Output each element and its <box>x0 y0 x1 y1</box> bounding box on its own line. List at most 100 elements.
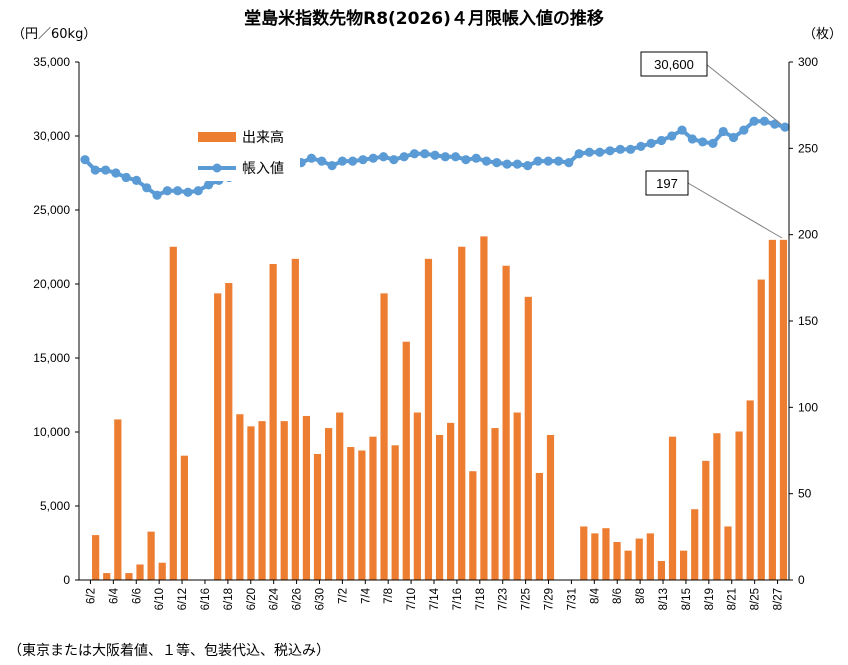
price-point <box>152 190 162 200</box>
price-point <box>543 156 553 166</box>
volume-bar <box>369 436 377 580</box>
price-point <box>409 149 420 159</box>
price-point <box>574 149 584 159</box>
x-tick-label: 8/21 <box>727 588 739 610</box>
legend-bar-swatch <box>198 132 236 142</box>
left-tick-label: 5,000 <box>40 499 70 513</box>
volume-bar <box>147 531 155 580</box>
x-tick-label: 6/26 <box>292 588 304 610</box>
x-tick-label: 7/14 <box>429 587 441 610</box>
volume-bar <box>602 528 610 580</box>
price-point <box>368 153 378 163</box>
volume-bar <box>424 258 433 580</box>
x-tick-label: 8/4 <box>589 587 601 604</box>
price-point <box>708 138 718 148</box>
x-tick-label: 7/31 <box>566 588 578 610</box>
volume-bar <box>291 258 299 580</box>
price-point <box>646 138 656 148</box>
price-point <box>770 119 780 129</box>
price-point <box>739 125 749 135</box>
volume-bar <box>180 455 188 580</box>
volume-bar <box>247 426 255 580</box>
callout-price-label: 30,600 <box>654 57 694 72</box>
callout-volume-leader <box>687 182 783 239</box>
volume-bar <box>524 296 532 580</box>
x-tick-label: 6/18 <box>223 588 235 610</box>
price-point <box>471 153 481 163</box>
price-point <box>183 187 193 197</box>
price-point <box>533 156 543 166</box>
x-tick-label: 8/8 <box>635 588 647 604</box>
volume-bar <box>236 414 244 580</box>
callout-volume: 197 <box>645 170 783 239</box>
volume-bar <box>336 412 344 580</box>
price-point <box>595 147 605 157</box>
volume-bar <box>735 431 743 580</box>
volume-bar <box>680 550 688 580</box>
left-axis-unit: （円／60kg） <box>12 27 96 42</box>
x-tick-label: 6/20 <box>246 588 258 610</box>
price-point <box>615 144 625 154</box>
price-point <box>698 137 708 147</box>
price-point <box>564 158 574 168</box>
left-tick-label: 15,000 <box>33 351 70 365</box>
volume-bar <box>380 293 388 580</box>
left-tick-label: 25,000 <box>33 203 70 217</box>
x-tick-label: 8/15 <box>681 588 693 610</box>
legend: 出来高 帳入値 <box>192 125 300 181</box>
price-point <box>162 186 172 196</box>
price-point <box>420 149 430 159</box>
price-point <box>523 161 533 171</box>
price-point <box>90 165 100 175</box>
x-tick-label: 8/19 <box>704 588 716 610</box>
volume-bar <box>435 434 444 580</box>
volume-bar <box>646 533 654 580</box>
volume-bar <box>169 246 177 580</box>
volume-bar <box>591 533 599 580</box>
price-point <box>718 126 728 137</box>
price-point <box>656 135 667 146</box>
volume-bar <box>402 341 410 580</box>
price-point <box>481 156 492 166</box>
x-tick-label: 7/10 <box>406 588 418 610</box>
volume-bar <box>513 412 521 580</box>
x-tick-label: 8/6 <box>612 588 624 604</box>
volume-bar <box>691 509 699 580</box>
footnote: （東京または大阪着値、１等、包装代込、税込み） <box>8 642 330 659</box>
x-tick-label: 7/2 <box>337 588 349 604</box>
callout-price-box <box>640 51 708 77</box>
right-tick-label: 50 <box>798 487 812 501</box>
price-point <box>173 186 183 196</box>
x-tick-label: 6/10 <box>154 588 166 610</box>
volume-bar <box>92 535 100 580</box>
price-point <box>327 161 337 171</box>
left-tick-label: 0 <box>63 573 70 587</box>
x-tick-label: 7/23 <box>498 588 510 610</box>
volume-bar <box>158 562 166 580</box>
volume-bar <box>613 542 621 580</box>
volume-bar <box>347 447 355 580</box>
price-point <box>687 134 697 144</box>
price-point <box>625 144 636 154</box>
price-point <box>677 125 687 135</box>
right-axis-ticks: 0 50 100 150 200 250 300 <box>789 55 818 587</box>
volume-bars <box>92 236 788 581</box>
price-point <box>111 168 121 178</box>
x-tick-label: 7/29 <box>544 588 556 610</box>
volume-bar <box>391 445 399 580</box>
x-tick-label: 6/12 <box>177 588 189 610</box>
x-tick-label: 6/6 <box>131 588 143 604</box>
x-tick-label: 6/4 <box>108 587 120 604</box>
price-point <box>780 122 790 132</box>
right-tick-label: 100 <box>798 400 818 414</box>
volume-bar <box>480 236 488 581</box>
callout-price: 30,600 <box>640 51 782 125</box>
legend-label-volume: 出来高 <box>242 129 284 146</box>
legend-line-marker <box>212 163 222 173</box>
x-tick-label: 8/25 <box>750 588 762 610</box>
right-tick-label: 200 <box>798 228 818 242</box>
x-tick-label: 7/8 <box>383 588 395 604</box>
price-point <box>512 159 522 169</box>
volume-bar <box>103 573 111 580</box>
